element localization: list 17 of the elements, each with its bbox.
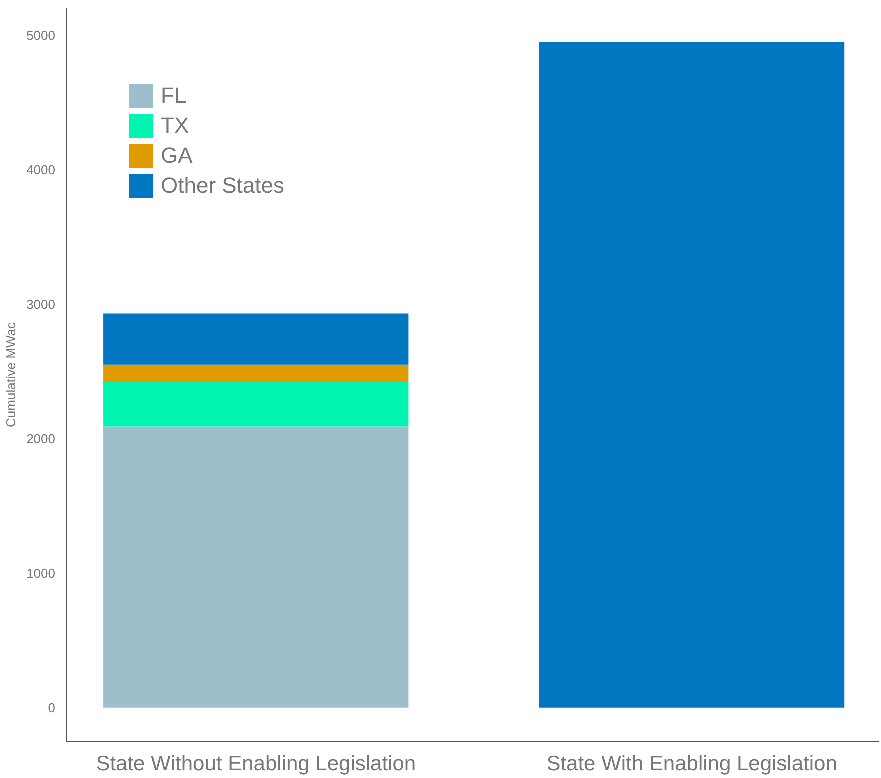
x-tick-label: State With Enabling Legislation (546, 752, 838, 776)
legend-label: Other States (161, 173, 285, 199)
y-tick-label: 4000 (26, 162, 56, 178)
bar (104, 314, 409, 365)
y-tick-label: 1000 (26, 566, 56, 581)
y-tick-label: 0 (48, 700, 56, 716)
bar (104, 364, 409, 382)
legend-label: TX (161, 113, 190, 139)
y-tick-label: 2000 (26, 431, 56, 446)
legend-label: FL (161, 83, 187, 109)
bar (104, 382, 409, 427)
legend-label: GA (161, 143, 193, 169)
bar (104, 426, 409, 708)
y-axis-title: Cumulative MWac (4, 322, 19, 428)
x-tick-label: State Without Enabling Legislation (96, 752, 416, 776)
y-tick-label: 5000 (26, 28, 56, 43)
y-tick-label: 3000 (26, 296, 56, 312)
